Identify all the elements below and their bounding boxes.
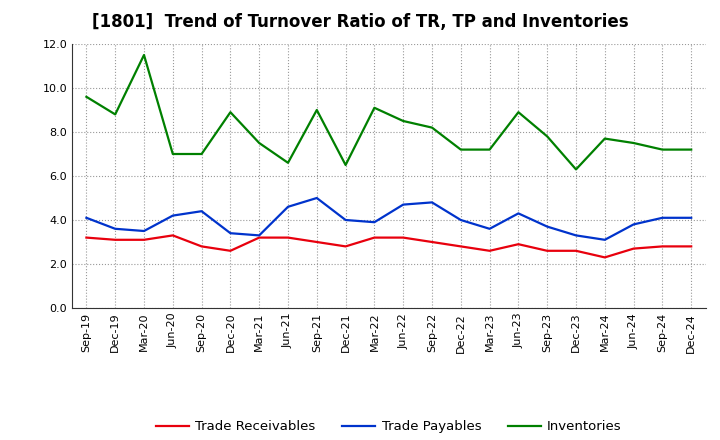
Inventories [168,151,177,157]
Inventories [514,110,523,115]
Trade Receivables [399,235,408,240]
Trade Payables [312,195,321,201]
Trade Receivables [140,237,148,242]
Trade Payables [514,211,523,216]
Trade Receivables [543,248,552,253]
Trade Payables [600,237,609,242]
Trade Receivables [514,242,523,247]
Trade Receivables [168,233,177,238]
Trade Receivables [284,235,292,240]
Trade Receivables [600,255,609,260]
Trade Payables [572,233,580,238]
Trade Receivables [572,248,580,253]
Trade Payables [197,209,206,214]
Trade Receivables [226,248,235,253]
Trade Payables [543,224,552,229]
Line: Inventories: Inventories [86,55,691,169]
Trade Receivables [687,244,696,249]
Inventories [226,110,235,115]
Inventories [312,107,321,113]
Trade Payables [140,228,148,234]
Trade Receivables [456,244,465,249]
Inventories [370,105,379,110]
Inventories [600,136,609,141]
Trade Payables [687,215,696,220]
Inventories [255,140,264,146]
Trade Receivables [370,235,379,240]
Trade Payables [370,220,379,225]
Inventories [399,118,408,124]
Inventories [543,134,552,139]
Trade Receivables [312,239,321,245]
Trade Payables [255,233,264,238]
Inventories [341,162,350,168]
Trade Payables [284,204,292,209]
Text: [1801]  Trend of Turnover Ratio of TR, TP and Inventories: [1801] Trend of Turnover Ratio of TR, TP… [91,13,629,31]
Trade Receivables [485,248,494,253]
Trade Payables [82,215,91,220]
Inventories [572,167,580,172]
Trade Receivables [629,246,638,251]
Inventories [485,147,494,152]
Inventories [658,147,667,152]
Trade Receivables [82,235,91,240]
Trade Payables [485,226,494,231]
Trade Payables [456,217,465,223]
Trade Receivables [255,235,264,240]
Line: Trade Receivables: Trade Receivables [86,235,691,257]
Trade Payables [341,217,350,223]
Trade Receivables [428,239,436,245]
Inventories [456,147,465,152]
Trade Payables [168,213,177,218]
Inventories [687,147,696,152]
Inventories [428,125,436,130]
Trade Payables [428,200,436,205]
Inventories [629,140,638,146]
Inventories [111,112,120,117]
Inventories [197,151,206,157]
Trade Payables [658,215,667,220]
Inventories [140,52,148,58]
Trade Receivables [111,237,120,242]
Trade Receivables [197,244,206,249]
Trade Payables [629,222,638,227]
Trade Payables [111,226,120,231]
Inventories [284,160,292,165]
Trade Payables [399,202,408,207]
Legend: Trade Receivables, Trade Payables, Inventories: Trade Receivables, Trade Payables, Inven… [150,415,627,439]
Line: Trade Payables: Trade Payables [86,198,691,240]
Inventories [82,94,91,99]
Trade Receivables [341,244,350,249]
Trade Payables [226,231,235,236]
Trade Receivables [658,244,667,249]
